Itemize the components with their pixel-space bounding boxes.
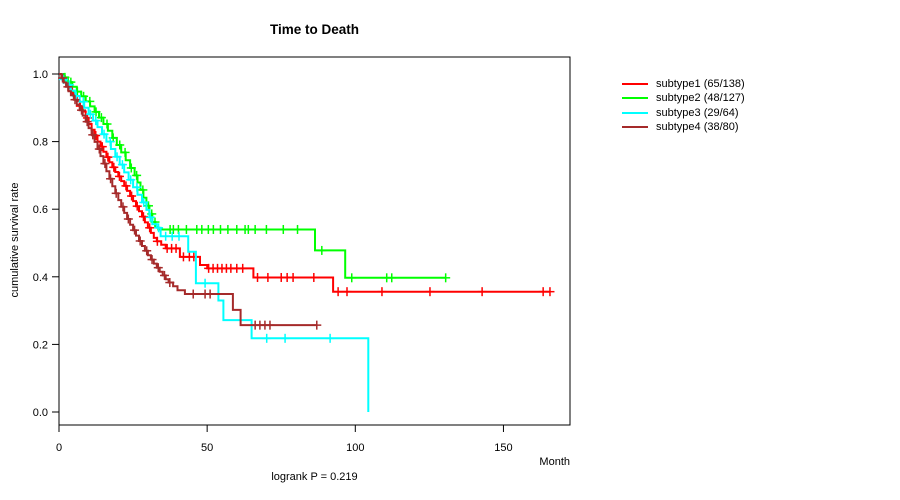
svg-text:0: 0: [56, 442, 62, 454]
svg-text:0.0: 0.0: [33, 407, 48, 419]
svg-text:150: 150: [494, 442, 512, 454]
legend-label: subtype4 (38/80): [656, 121, 739, 134]
legend-line-swatch: [622, 111, 648, 114]
legend-item-subtype1: subtype1 (65/138): [622, 77, 745, 91]
legend-label: subtype1 (65/138): [656, 78, 745, 91]
legend-item-subtype3: subtype3 (29/64): [622, 106, 745, 120]
svg-text:100: 100: [346, 442, 364, 454]
svg-text:50: 50: [201, 442, 213, 454]
legend-label: subtype3 (29/64): [656, 106, 739, 119]
svg-text:0.6: 0.6: [33, 204, 48, 216]
logrank-note: logrank P = 0.219: [271, 471, 358, 483]
legend-line-swatch: [622, 83, 648, 86]
svg-text:1.0: 1.0: [33, 69, 48, 81]
legend-line-swatch: [622, 97, 648, 100]
legend-item-subtype2: subtype2 (48/127): [622, 91, 745, 105]
svg-text:0.4: 0.4: [33, 272, 48, 284]
y-axis-label: cumulative survival rate: [9, 182, 21, 298]
svg-text:0.8: 0.8: [33, 137, 48, 149]
legend-item-subtype4: subtype4 (38/80): [622, 120, 745, 134]
legend-line-swatch: [622, 126, 648, 129]
legend-label: subtype2 (48/127): [656, 92, 745, 105]
x-axis-label: Month: [539, 456, 570, 468]
svg-text:0.2: 0.2: [33, 339, 48, 351]
legend: subtype1 (65/138) subtype2 (48/127) subt…: [622, 77, 745, 134]
chart-title: Time to Death: [269, 22, 359, 37]
